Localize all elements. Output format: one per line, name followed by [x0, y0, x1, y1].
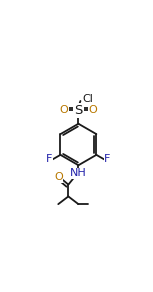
- Text: O: O: [60, 105, 69, 115]
- Text: Cl: Cl: [83, 94, 93, 105]
- Text: F: F: [46, 154, 53, 164]
- Text: NH: NH: [70, 168, 87, 178]
- Text: O: O: [88, 105, 97, 115]
- Text: F: F: [104, 154, 111, 164]
- Text: S: S: [74, 104, 83, 117]
- Text: O: O: [54, 173, 63, 182]
